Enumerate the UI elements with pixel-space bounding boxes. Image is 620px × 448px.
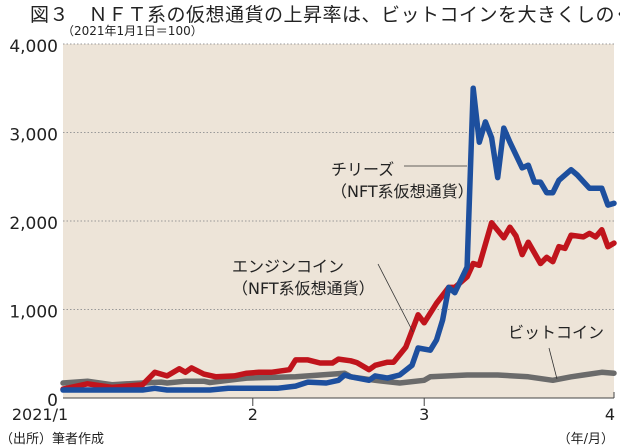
source-note: （出所）筆者作成	[0, 432, 105, 447]
leader-line	[548, 347, 558, 380]
y-tick-label: 1,000	[9, 303, 58, 323]
leader-line	[377, 263, 414, 333]
x-axis-unit: （年/月）	[557, 432, 614, 447]
series-line-0	[60, 85, 617, 393]
series-line-1	[60, 220, 617, 392]
y-tick-label: 0	[47, 391, 58, 411]
x-tick-label: 2	[248, 405, 258, 424]
y-tick-label: 2,000	[9, 214, 58, 234]
series-label: （NFT系仮想通貨）	[331, 182, 474, 201]
plot-background	[63, 44, 614, 398]
y-tick-label: 3,000	[9, 126, 58, 146]
series-label: ビットコイン	[508, 323, 604, 342]
series-label: エンジンコイン	[232, 257, 344, 276]
x-tick-label: 3	[419, 405, 429, 424]
chart-subtitle: （2021年1月1日＝100）	[62, 24, 203, 38]
series-label: チリーズ	[331, 160, 394, 179]
series-label: （NFT系仮想通貨）	[232, 279, 375, 298]
chart-title: 図３ ＮＦＴ系の仮想通貨の上昇率は、ビットコインを大きくしのぐ	[30, 4, 620, 26]
y-tick-label: 4,000	[9, 37, 58, 57]
x-tick-label: 2021/1	[12, 405, 68, 424]
x-tick-label: 4	[605, 405, 615, 424]
